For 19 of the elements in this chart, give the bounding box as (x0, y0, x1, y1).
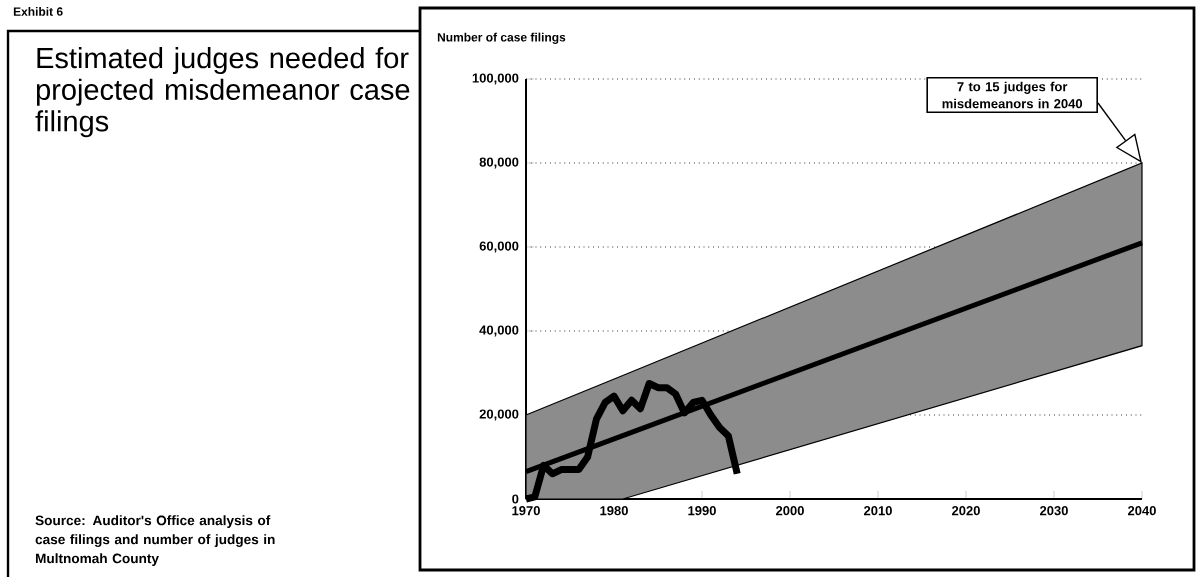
text: Estimated judges needed for projected misdemeanor case filings (35, 47, 410, 138)
x-tick-label: 2030 (1039, 506, 1068, 516)
y-tick-label: 60,000 (479, 241, 519, 253)
y-tick-label: 0 (512, 494, 519, 504)
x-tick-label: 1970 (512, 506, 540, 516)
x-tick-label: 1980 (600, 506, 628, 516)
x-tick-label: 1990 (688, 506, 716, 516)
text: Exhibit 6 (13, 7, 63, 16)
source-note: Source: Auditor's Office analysis of case filings and number of judges in Multnomah County (35, 515, 275, 566)
y-tick-label: 80,000 (479, 157, 519, 169)
y-tick-label: 40,000 (479, 325, 519, 337)
annotation: 7 to 15 judges for misdemeanors in 2040 (942, 81, 1083, 109)
y-tick-label: 20,000 (479, 409, 519, 421)
x-tick-label: 2010 (863, 506, 892, 516)
x-tick-label: 2040 (1127, 506, 1156, 516)
y-tick-label: 100,000 (472, 73, 519, 85)
x-tick-label: 2020 (951, 506, 980, 516)
x-tick-label: 2000 (775, 506, 804, 516)
y-axis-title: Number of case filings (437, 32, 566, 44)
